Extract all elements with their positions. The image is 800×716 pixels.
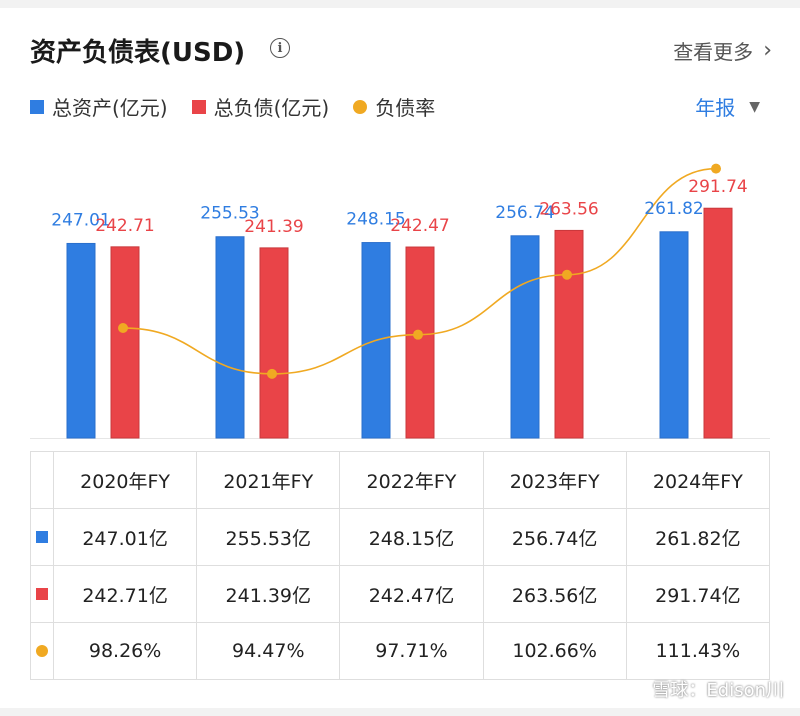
bar-total-liabilities	[554, 229, 584, 439]
table-cell: 291.74亿	[625, 565, 771, 623]
legend-label-debt-ratio: 负债率	[375, 96, 436, 120]
data-label-total-assets: 248.15	[346, 210, 405, 230]
legend-label-liabilities: 总负债(亿元)	[213, 96, 330, 120]
data-table: 2020年FY 2021年FY 2022年FY 2023年FY 2024年FY …	[30, 451, 771, 680]
table-cell: 242.47亿	[339, 565, 484, 623]
data-label-total-assets: 261.82	[644, 199, 703, 219]
legend-swatch-assets	[30, 99, 44, 114]
chevron-right-icon: ›	[763, 38, 772, 63]
period-select-value: 年报	[695, 96, 736, 120]
period-select[interactable]: 年报 ▼	[695, 92, 760, 121]
table-cell: 263.56亿	[482, 565, 627, 623]
table-cell: 242.71亿	[52, 565, 198, 623]
legend-item-assets[interactable]: 总资产(亿元)	[30, 92, 168, 121]
bar-total-assets	[510, 235, 540, 439]
table-header-key-cell	[30, 451, 54, 509]
legend-label-assets: 总资产(亿元)	[52, 96, 168, 120]
data-label-total-liabilities: 291.74	[688, 177, 747, 197]
debt-ratio-point	[413, 329, 423, 340]
row-key-swatch-liabilities	[36, 588, 48, 600]
caret-down-icon: ▼	[749, 98, 760, 115]
data-label-total-liabilities: 263.56	[539, 199, 598, 219]
row-key-swatch-assets	[36, 531, 48, 543]
bar-total-liabilities	[703, 207, 733, 439]
table-cell: 97.71%	[339, 622, 484, 680]
legend-item-debt-ratio[interactable]: 负债率	[353, 92, 435, 121]
bar-total-liabilities	[259, 247, 289, 439]
table-cell: 102.66%	[482, 622, 627, 680]
data-label-total-liabilities: 242.71	[95, 216, 154, 236]
table-cell: 256.74亿	[482, 508, 627, 566]
row-key-swatch-debt-ratio	[36, 645, 48, 657]
table-header-cell: 2021年FY	[196, 451, 341, 509]
info-icon[interactable]: i	[270, 38, 290, 58]
table-row-key	[30, 565, 54, 623]
bar-total-liabilities	[405, 246, 435, 439]
table-cell: 255.53亿	[196, 508, 341, 566]
view-more-label: 查看更多	[673, 40, 754, 64]
table-cell: 261.82亿	[625, 508, 771, 566]
debt-ratio-line	[122, 167, 717, 375]
debt-ratio-point	[118, 323, 128, 333]
bar-total-assets	[66, 242, 96, 439]
page-title: 资产负债表(USD)	[30, 38, 246, 68]
table-cell: 248.15亿	[339, 508, 484, 566]
legend-swatch-debt-ratio	[353, 99, 368, 114]
table-cell: 247.01亿	[52, 508, 198, 566]
table-row-key	[30, 622, 54, 680]
data-label-total-assets: 247.01	[51, 210, 110, 230]
debt-ratio-point	[267, 368, 277, 379]
view-more-link[interactable]: 查看更多 ›	[673, 36, 772, 65]
table-cell: 94.47%	[196, 622, 341, 680]
watermark: 雪球：Edison川	[652, 680, 784, 701]
data-label-total-liabilities: 241.39	[244, 217, 303, 237]
table-row: 247.01亿 255.53亿 248.15亿 256.74亿 261.82亿	[30, 508, 771, 566]
table-cell: 98.26%	[52, 622, 198, 680]
table-header-cell: 2024年FY	[625, 451, 771, 509]
table-row: 98.26% 94.47% 97.71% 102.66% 111.43%	[30, 622, 771, 680]
table-header-cell: 2022年FY	[339, 451, 484, 509]
debt-ratio-point	[711, 163, 721, 174]
table-header-cell: 2023年FY	[482, 451, 627, 509]
chart-legend: 总资产(亿元) 总负债(亿元) 负债率	[30, 92, 459, 121]
table-cell: 241.39亿	[196, 565, 341, 623]
legend-swatch-liabilities	[191, 99, 206, 114]
data-label-total-assets: 255.53	[200, 204, 259, 224]
legend-item-liabilities[interactable]: 总负债(亿元)	[191, 92, 330, 121]
table-header-row: 2020年FY 2021年FY 2022年FY 2023年FY 2024年FY	[30, 451, 771, 509]
bar-total-liabilities	[110, 246, 140, 439]
bar-total-assets	[659, 231, 689, 439]
data-label-total-liabilities: 242.47	[390, 216, 449, 236]
table-row: 242.71亿 241.39亿 242.47亿 263.56亿 291.74亿	[30, 565, 771, 623]
debt-ratio-point	[562, 269, 572, 280]
bar-total-assets	[215, 236, 245, 439]
table-cell: 111.43%	[625, 622, 771, 680]
table-header-cell: 2020年FY	[52, 451, 198, 509]
data-label-total-assets: 256.74	[495, 203, 554, 223]
table-row-key	[30, 508, 54, 566]
